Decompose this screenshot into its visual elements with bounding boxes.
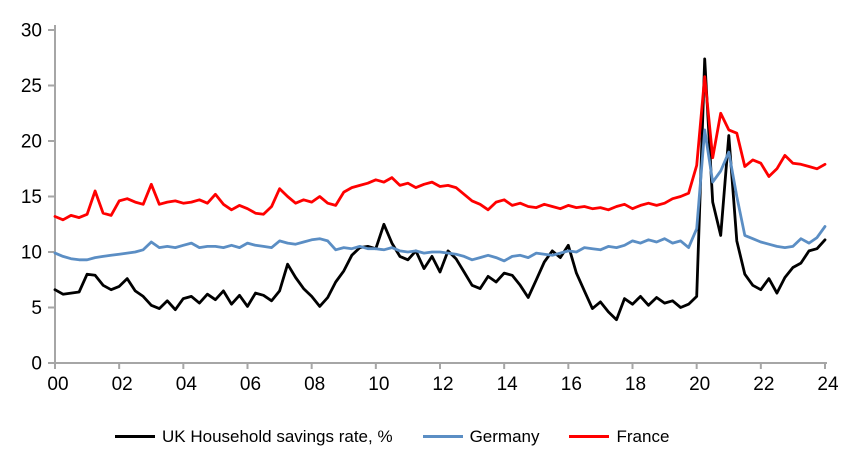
legend-label-france: France — [616, 427, 670, 446]
x-tick-label: 10 — [368, 374, 389, 395]
x-tick-label: 08 — [304, 374, 325, 395]
x-tick-label: 02 — [112, 374, 133, 395]
y-tick-label: 30 — [21, 21, 42, 42]
y-tick-label: 25 — [21, 76, 42, 97]
x-tick-label: 06 — [240, 374, 261, 395]
y-tick-label: 5 — [31, 298, 42, 319]
x-tick-label: 24 — [817, 374, 839, 395]
x-tick-label: 00 — [47, 374, 68, 395]
x-tick-label: 20 — [689, 374, 710, 395]
x-tick-label: 16 — [561, 374, 582, 395]
germany-line-swatch — [422, 435, 463, 438]
legend-item-uk: UK Household savings rate, % — [115, 428, 393, 445]
x-tick-label: 22 — [753, 374, 774, 395]
savings-rate-line-chart: 0 5 10 15 20 25 30 00 02 04 06 08 10 12 14 16 18 20 22 24 — [21, 21, 839, 396]
chart-legend: UK Household savings rate, % Germany Fra… — [115, 428, 669, 445]
x-tick-label: 12 — [432, 374, 453, 395]
y-tick-label: 20 — [21, 132, 42, 153]
x-tick-label: 18 — [625, 374, 646, 395]
france-line-swatch — [569, 435, 610, 438]
series-line-uk — [53, 57, 827, 322]
x-tick-label: 04 — [176, 374, 198, 395]
legend-item-germany: Germany — [422, 427, 540, 446]
y-tick-label: 10 — [21, 243, 42, 264]
y-tick-label: 0 — [31, 354, 42, 375]
y-tick-label: 15 — [21, 187, 42, 208]
uk-line-swatch — [115, 435, 155, 438]
legend-label-germany: Germany — [469, 427, 540, 446]
legend-item-france: France — [569, 428, 669, 445]
series-line-france — [53, 75, 827, 222]
x-tick-label: 14 — [497, 374, 519, 395]
series-line-germany — [53, 128, 827, 263]
legend-label-uk: UK Household savings rate, % — [162, 427, 393, 446]
